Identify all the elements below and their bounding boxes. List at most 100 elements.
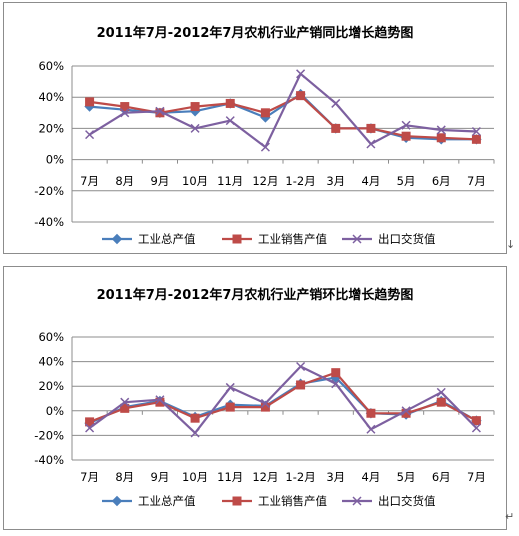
y-tick-label: 20% <box>38 379 64 393</box>
data-point <box>190 102 200 112</box>
chart-title: 2011年7月-2012年7月农机行业产销环比增长趋势图 <box>97 287 414 303</box>
x-tick-label: 11月 <box>217 470 243 484</box>
data-point <box>296 361 306 372</box>
data-point <box>471 126 481 137</box>
data-point <box>331 98 341 108</box>
x-tick-label: 9月 <box>151 470 170 484</box>
bottom-right-mark: ↵ <box>505 510 515 523</box>
series-line <box>89 92 477 141</box>
x-tick-label: 4月 <box>362 174 381 188</box>
data-point <box>401 131 411 141</box>
x-tick-label: 3月 <box>326 470 345 484</box>
legend-label: 工业销售产值 <box>258 494 327 508</box>
x-tick-label: 7月 <box>80 174 99 188</box>
data-point <box>331 379 341 389</box>
legend-marker <box>232 234 242 244</box>
x-tick-label: 10月 <box>182 470 208 484</box>
legend-item: 出口交货值 <box>342 494 436 508</box>
y-tick-label: -20% <box>34 184 64 198</box>
data-point <box>120 102 130 112</box>
data-point <box>296 69 306 79</box>
data-point <box>296 91 306 101</box>
y-tick-label: -20% <box>34 428 64 442</box>
data-point <box>190 428 200 438</box>
x-tick-label: 3月 <box>326 174 345 188</box>
series-line <box>89 72 477 149</box>
data-point <box>436 125 446 135</box>
data-point <box>366 424 376 434</box>
chart-panel-yoy: 2011年7月-2012年7月农机行业产销同比增长趋势图 60% 40% 20% 0% -… <box>3 2 507 254</box>
x-tick-label: 5月 <box>397 174 416 188</box>
legend-marker <box>352 234 362 244</box>
data-point <box>85 417 95 427</box>
data-point <box>260 108 270 118</box>
data-point <box>85 423 95 433</box>
data-point <box>190 123 200 133</box>
chart-panel-mom: 2011年7月-2012年7月农机行业产销环比增长趋势图 60% 40% 20% 0% -… <box>3 266 507 530</box>
legend-label: 工业总产值 <box>138 494 196 508</box>
data-point <box>331 368 341 378</box>
x-tick-label: 1-2月 <box>285 174 315 188</box>
legend-marker <box>232 496 242 506</box>
x-tick-label: 7月 <box>467 470 486 484</box>
x-tick-label: 7月 <box>80 470 99 484</box>
legend-label: 出口交货值 <box>378 494 436 508</box>
data-point <box>190 413 200 423</box>
mom-growth-chart: 2011年7月-2012年7月农机行业产销环比增长趋势图 60% 40% 20% 0% -… <box>34 287 495 508</box>
legend-marker <box>111 233 123 245</box>
data-point <box>120 403 130 413</box>
series-2 <box>85 91 481 144</box>
series-3 <box>85 69 481 152</box>
x-tick-label: 12月 <box>252 174 278 188</box>
data-point <box>85 97 95 107</box>
series-line <box>89 371 477 423</box>
data-point <box>225 402 235 412</box>
right-edge-mark: ↓ <box>506 238 516 251</box>
yoy-growth-chart: 2011年7月-2012年7月农机行业产销同比增长趋势图 60% 40% 20% 0% -… <box>34 25 495 246</box>
legend-item: 工业总产值 <box>102 232 196 246</box>
x-tick-label: 6月 <box>432 470 451 484</box>
series-2 <box>85 368 481 427</box>
data-point <box>155 106 165 116</box>
series-3 <box>85 361 481 438</box>
data-point <box>401 120 411 130</box>
legend-label: 出口交货值 <box>378 232 436 246</box>
data-point <box>471 423 481 433</box>
data-point <box>260 142 270 152</box>
legend-item: 工业销售产值 <box>222 232 327 246</box>
legend-label: 工业销售产值 <box>258 232 327 246</box>
y-tick-label: 20% <box>38 121 64 135</box>
legend-item: 工业销售产值 <box>222 494 327 508</box>
chart-title: 2011年7月-2012年7月农机行业产销同比增长趋势图 <box>97 25 414 41</box>
x-tick-label: 4月 <box>362 470 381 484</box>
legend-item: 工业总产值 <box>102 494 196 508</box>
data-point <box>225 382 235 392</box>
x-tick-label: 8月 <box>115 174 134 188</box>
y-tick-label: -40% <box>34 453 64 467</box>
data-point <box>260 398 270 408</box>
x-tick-label: 7月 <box>467 174 486 188</box>
data-point <box>366 139 376 149</box>
data-point <box>471 134 481 144</box>
data-point <box>366 123 376 133</box>
data-point <box>331 123 341 133</box>
y-tick-label: 40% <box>38 90 64 104</box>
y-tick-label: 40% <box>38 355 64 369</box>
x-tick-label: 1-2月 <box>285 470 315 484</box>
data-point <box>225 116 235 126</box>
series-line <box>88 365 478 434</box>
y-tick-label: 0% <box>46 404 64 418</box>
data-point <box>401 406 411 416</box>
legend-marker <box>111 495 123 507</box>
x-tick-label: 11月 <box>217 174 243 188</box>
series-1 <box>84 88 482 145</box>
y-tick-label: 60% <box>38 59 64 73</box>
x-tick-label: 6月 <box>432 174 451 188</box>
data-point <box>436 387 446 397</box>
data-point <box>366 408 376 418</box>
data-point <box>155 395 165 405</box>
data-point <box>436 133 446 143</box>
legend-label: 工业总产值 <box>138 232 196 246</box>
x-tick-label: 10月 <box>182 174 208 188</box>
legend-marker <box>352 496 362 506</box>
